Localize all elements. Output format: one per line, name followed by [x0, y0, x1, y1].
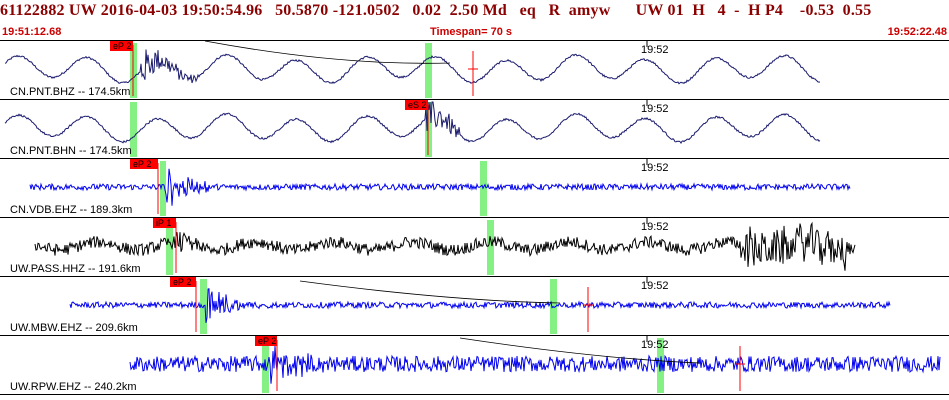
phase-window-band	[487, 220, 494, 275]
time-tick-label: 19:52	[641, 162, 669, 174]
seismogram-panel[interactable]: 19:52 eP 2 CN.PNT.BHZ -- 174.5km 19:52 eS 2 C…	[0, 41, 949, 400]
station-label: CN.PNT.BHN -- 174.5km	[10, 145, 132, 157]
phase-window-band	[166, 220, 173, 275]
pick-label: eP 2	[173, 277, 191, 287]
station-label: UW.RPW.EHZ -- 240.2km	[10, 381, 137, 393]
station-label: CN.PNT.BHZ -- 174.5km	[10, 86, 130, 98]
event-info: 61122882 UW 2016-04-03 19:50:54.96 50.58…	[0, 2, 872, 19]
phase-window-band	[425, 43, 432, 98]
waveform-trace[interactable]	[4, 101, 821, 145]
start-time: 19:51:12.68	[2, 26, 62, 38]
time-tick-label: 19:52	[641, 221, 669, 233]
pick-label: eS 2	[408, 100, 427, 110]
time-tick-label: 19:52	[641, 280, 669, 292]
travel-time-curve	[204, 41, 451, 64]
time-tick-label: 19:52	[641, 44, 669, 56]
time-tick-label: 19:52	[641, 103, 669, 115]
event-header: 61122882 UW 2016-04-03 19:50:54.96 50.58…	[0, 0, 949, 41]
waveform-trace[interactable]	[4, 49, 821, 85]
waveform-trace[interactable]	[34, 221, 856, 271]
waveform-trace[interactable]	[29, 168, 851, 206]
pick-label-box[interactable]	[255, 336, 277, 346]
travel-time-curve	[459, 337, 701, 364]
waveform-trace[interactable]	[129, 345, 941, 384]
waveform-trace[interactable]	[69, 288, 891, 323]
travel-time-curve	[299, 280, 561, 304]
phase-window-band	[480, 161, 487, 216]
pick-label: eP 2	[113, 41, 131, 51]
pick-label: eP 2	[133, 159, 151, 169]
time-tick-label: 19:52	[641, 339, 669, 351]
end-time: 19:52:22.48	[887, 26, 947, 38]
pick-label-box[interactable]	[110, 41, 133, 51]
pick-label-box[interactable]	[153, 218, 176, 228]
pick-label-box[interactable]	[130, 159, 158, 169]
phase-window-band	[130, 102, 137, 157]
station-label: CN.VDB.EHZ -- 189.3km	[10, 204, 132, 216]
pick-label: iP 1	[156, 218, 171, 228]
pick-label-box[interactable]	[405, 100, 428, 110]
station-label: UW.PASS.HHZ -- 191.6km	[10, 263, 141, 275]
timespan: Timespan= 70 s	[430, 26, 513, 38]
station-label: UW.MBW.EHZ -- 209.6km	[10, 322, 138, 334]
pick-label: eP 2	[258, 336, 276, 346]
pick-label-box[interactable]	[170, 277, 196, 287]
phase-window-band	[160, 161, 166, 216]
